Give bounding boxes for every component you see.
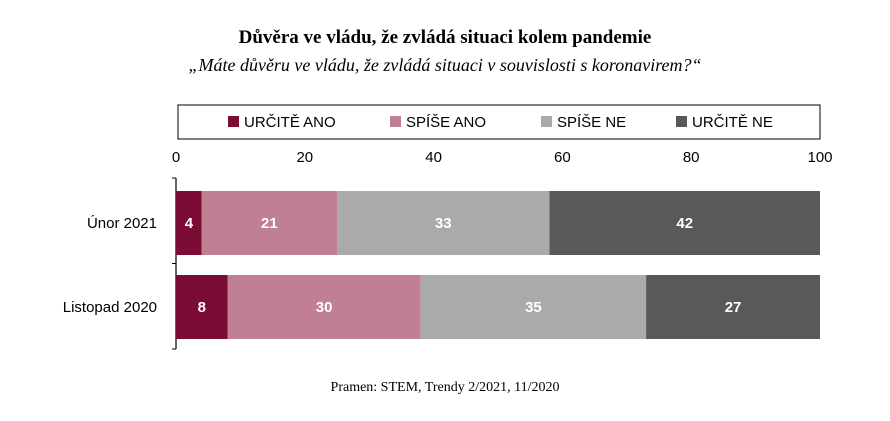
data-label: 27: [725, 299, 742, 316]
bar-segment: [176, 275, 228, 339]
data-label: 8: [198, 299, 206, 316]
bar-segment: [420, 275, 647, 339]
x-tick-label: 40: [425, 149, 442, 166]
category-labels: Únor 2021 Listopad 2020: [63, 215, 157, 316]
data-label: 33: [435, 215, 452, 232]
data-label: 4: [185, 215, 194, 232]
x-tick-label: 80: [683, 149, 700, 166]
category-label: Listopad 2020: [63, 299, 157, 316]
chart-subtitle: „Máte důvěru ve vládu, že zvládá situaci…: [188, 55, 702, 75]
x-tick-label: 0: [172, 149, 180, 166]
bar-segment: [549, 191, 820, 255]
legend-label: SPÍŠE ANO: [406, 114, 486, 131]
source-note: Pramen: STEM, Trendy 2/2021, 11/2020: [330, 380, 560, 395]
legend-label: SPÍŠE NE: [557, 114, 626, 131]
bar-segment: [176, 191, 202, 255]
legend-swatch: [541, 116, 552, 127]
bar-segment: [646, 275, 820, 339]
legend-label: URČITĚ NE: [692, 114, 773, 131]
legend-label: URČITĚ ANO: [244, 114, 336, 131]
bar-segment: [337, 191, 550, 255]
legend-swatch: [228, 116, 239, 127]
data-label: 42: [676, 215, 693, 232]
data-label: 30: [316, 299, 333, 316]
data-label: 21: [261, 215, 278, 232]
legend-box: [177, 104, 821, 140]
bar-segment: [227, 275, 421, 339]
bars: 4 21 33 42 8 30 35 27: [176, 191, 820, 339]
category-label: Únor 2021: [87, 215, 157, 232]
x-tick-label: 60: [554, 149, 571, 166]
legend-swatch: [390, 116, 401, 127]
x-tick-label: 100: [807, 149, 832, 166]
x-tick-label: 20: [296, 149, 313, 166]
legend: URČITĚ ANO SPÍŠE ANO SPÍŠE NE URČITĚ NE: [177, 104, 821, 140]
data-label: 35: [525, 299, 542, 316]
bar-segment: [201, 191, 337, 255]
chart-title: Důvěra ve vládu, že zvládá situaci kolem…: [238, 27, 652, 48]
legend-swatch: [676, 116, 687, 127]
